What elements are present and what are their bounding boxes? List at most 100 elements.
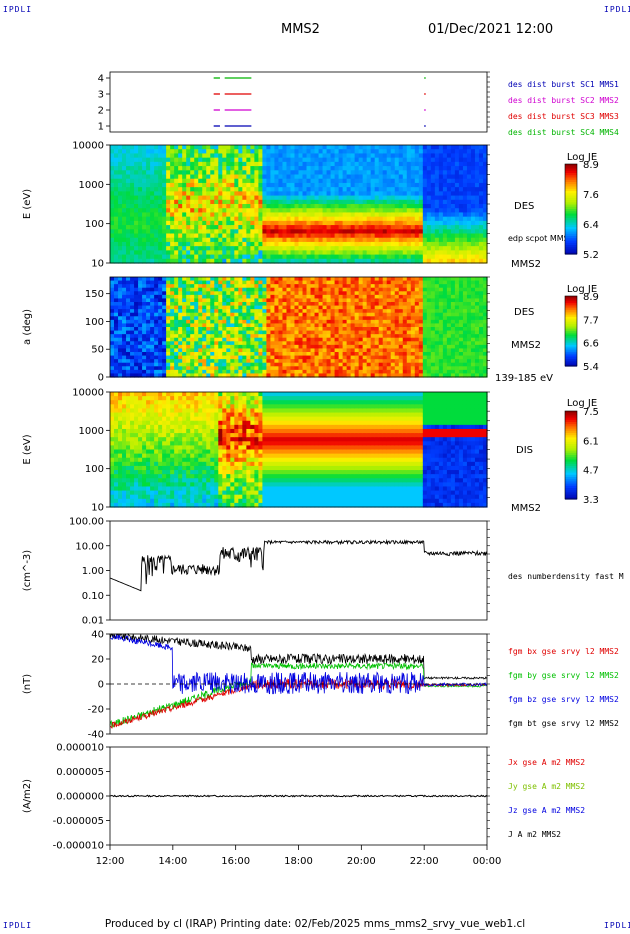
electron-energy-spectrogram-cell	[226, 191, 231, 197]
electron-energy-spectrogram-cell	[478, 208, 484, 214]
electron-energy-spectrogram-cell	[454, 153, 460, 159]
electron-energy-spectrogram-cell	[426, 191, 432, 197]
pitch-angle-spectrogram-cell	[406, 348, 412, 353]
electron-energy-spectrogram-cell	[186, 199, 191, 205]
pitch-angle-spectrogram-cell	[122, 287, 127, 292]
electron-energy-spectrogram-cell	[274, 204, 280, 209]
electron-energy-spectrogram-cell	[346, 208, 352, 214]
pitch-angle-spectrogram-cell	[318, 369, 324, 375]
electron-energy-spectrogram-cell	[186, 258, 191, 264]
electron-energy-spectrogram-cell	[366, 153, 372, 159]
pitch-angle-spectrogram-cell	[330, 287, 336, 292]
pitch-angle-spectrogram-cell	[294, 277, 300, 282]
pitch-angle-spectrogram-cell	[366, 312, 372, 317]
pitch-angle-spectrogram-cell	[150, 291, 155, 296]
electron-energy-spectrogram-cell	[330, 208, 336, 214]
pitch-angle-spectrogram-cell	[350, 327, 356, 332]
pitch-angle-spectrogram-cell	[186, 302, 191, 307]
electron-energy-spectrogram-cell	[126, 199, 131, 205]
pitch-angle-spectrogram-cell	[206, 352, 211, 357]
electron-energy-spectrogram-cell	[334, 237, 340, 243]
electron-energy-spectrogram-cell	[454, 220, 460, 226]
electron-energy-spectrogram-cell	[194, 199, 199, 205]
pitch-angle-spectrogram-cell	[162, 344, 167, 350]
pitch-angle-spectrogram-cell	[394, 330, 400, 335]
electron-energy-spectrogram-cell	[226, 157, 231, 163]
pitch-angle-spectrogram-cell	[190, 284, 195, 289]
pitch-angle-spectrogram-cell	[234, 316, 239, 321]
electron-energy-spectrogram-cell	[470, 241, 476, 247]
electron-energy-spectrogram-cell	[202, 229, 207, 235]
electron-energy-spectrogram-cell	[274, 241, 280, 247]
electron-energy-spectrogram-cell	[386, 237, 392, 243]
electron-energy-spectrogram-cell	[334, 229, 340, 235]
pitch-angle-spectrogram-cell	[250, 366, 255, 371]
pitch-angle-spectrogram-cell	[270, 344, 276, 350]
electron-energy-spectrogram-cell	[250, 191, 255, 197]
electron-energy-spectrogram-cell	[350, 161, 356, 167]
pitch-angle-spectrogram-cell	[334, 373, 340, 378]
electron-energy-spectrogram-cell	[422, 246, 428, 251]
electron-energy-spectrogram-cell	[462, 254, 468, 260]
pitch-angle-spectrogram-cell	[238, 334, 243, 339]
pitch-angle-spectrogram-cell	[178, 305, 183, 310]
electron-energy-spectrogram-cell	[386, 208, 392, 214]
electron-energy-spectrogram-cell	[122, 161, 127, 167]
electron-energy-spectrogram-cell	[254, 187, 259, 192]
pitch-angle-spectrogram-cell	[414, 280, 420, 285]
pitch-angle-spectrogram-cell	[398, 366, 404, 371]
pitch-angle-spectrogram-cell	[258, 309, 264, 314]
electron-energy-spectrogram-cell	[362, 153, 368, 159]
pitch-angle-spectrogram-cell	[394, 341, 400, 346]
electron-energy-spectrogram-cell	[254, 208, 259, 214]
electron-energy-spectrogram-cell	[278, 237, 284, 243]
electron-energy-spectrogram-cell	[194, 237, 199, 243]
pitch-angle-spectrogram-cell	[370, 352, 376, 357]
electron-energy-spectrogram-cell	[314, 241, 320, 247]
electron-energy-spectrogram-cell	[150, 199, 155, 205]
pitch-angle-spectrogram-cell	[226, 330, 231, 335]
pitch-angle-spectrogram-cell	[406, 319, 412, 325]
electron-energy-spectrogram-cell	[398, 225, 404, 230]
electron-energy-spectrogram-cell	[234, 199, 239, 205]
electron-energy-spectrogram-cell	[390, 229, 396, 235]
electron-energy-spectrogram-cell	[282, 166, 288, 171]
electron-energy-spectrogram-cell	[282, 250, 288, 256]
electron-energy-spectrogram-cell	[262, 191, 268, 197]
electron-energy-spectrogram-cell	[458, 225, 464, 230]
electron-energy-spectrogram-cell	[110, 161, 115, 167]
pitch-angle-spectrogram-cell	[374, 287, 380, 292]
electron-energy-spectrogram-cell	[470, 254, 476, 260]
pitch-angle-spectrogram-cell	[262, 294, 268, 300]
electron-energy-spectrogram-cell	[170, 149, 175, 155]
electron-energy-spectrogram-cell	[430, 170, 436, 176]
electron-energy-spectrogram-cell	[414, 145, 420, 150]
pitch-angle-spectrogram-cell	[166, 323, 171, 328]
electron-energy-spectrogram-cell	[234, 182, 239, 188]
pitch-angle-spectrogram-cell	[426, 323, 432, 328]
electron-energy-spectrogram-cell	[370, 237, 376, 243]
pitch-angle-spectrogram-cell	[278, 302, 284, 307]
pitch-angle-spectrogram-cell	[238, 309, 243, 314]
electron-energy-spectrogram-cell	[170, 229, 175, 235]
electron-energy-spectrogram-cell	[354, 191, 360, 197]
electron-energy-spectrogram-cell	[230, 254, 235, 260]
electron-energy-spectrogram-cell	[242, 216, 247, 222]
pitch-angle-spectrogram-cell	[210, 287, 215, 292]
electron-energy-spectrogram-cell	[426, 199, 432, 205]
pitch-angle-spectrogram-cell	[414, 344, 420, 350]
pitch-angle-spectrogram-cell	[230, 302, 235, 307]
electron-energy-spectrogram-cell	[262, 153, 268, 159]
pitch-angle-spectrogram-cell	[142, 323, 147, 328]
pitch-angle-spectrogram-cell	[178, 280, 183, 285]
electron-energy-spectrogram-cell	[218, 161, 223, 167]
pitch-angle-spectrogram-cell	[438, 355, 444, 360]
pitch-angle-spectrogram-cell	[286, 287, 292, 292]
electron-energy-spectrogram-cell	[210, 174, 215, 180]
electron-energy-spectrogram-cell	[154, 250, 159, 256]
electron-energy-spectrogram-cell	[358, 178, 364, 184]
pitch-angle-spectrogram-cell	[282, 359, 288, 364]
pitch-angle-spectrogram-cell	[234, 341, 239, 346]
pitch-angle-spectrogram-cell	[386, 316, 392, 321]
